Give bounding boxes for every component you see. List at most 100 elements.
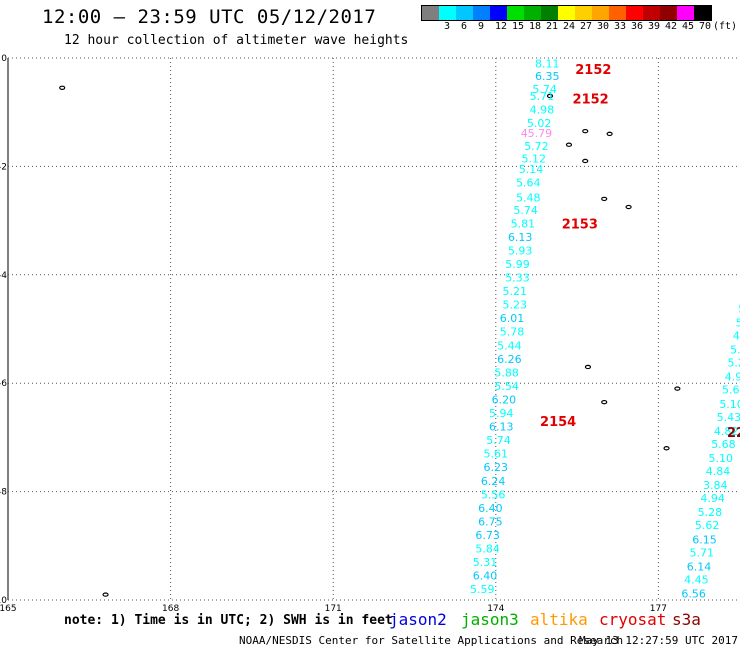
wave-height-value[interactable]: 5.14 [730, 344, 740, 357]
island-outline [674, 386, 681, 391]
satellite-label-s3a: s3a [672, 610, 701, 629]
wave-height-value[interactable]: 5.72 [524, 140, 549, 153]
wave-height-value[interactable]: 6.13 [508, 231, 533, 244]
lat-tick-label: -8 [0, 488, 7, 498]
chart-title: 12:00 — 23:59 UTC 05/12/2017 [42, 6, 377, 28]
wave-height-value[interactable]: 5.61 [484, 448, 509, 461]
legend-tick-label: 30 [597, 21, 610, 32]
lon-tick-label: 171 [325, 604, 342, 614]
legend-swatch [575, 6, 592, 20]
wave-height-value[interactable]: 4.82 [714, 425, 739, 438]
wave-height-value[interactable]: 5.12 [521, 152, 546, 165]
wave-height-value[interactable]: 5.14 [519, 163, 544, 176]
wave-height-value[interactable]: 6.20 [492, 393, 517, 406]
wave-height-value[interactable]: 5.84 [475, 543, 500, 556]
wave-height-value[interactable]: 5.81 [511, 217, 536, 230]
legend-swatch [541, 6, 558, 20]
wave-height-value[interactable]: 5.68 [738, 302, 740, 315]
wave-height-value[interactable]: 5.48 [516, 191, 541, 204]
wave-height-value[interactable]: 6.26 [497, 353, 522, 366]
wave-height-value[interactable]: 4.98 [530, 103, 555, 116]
legend-swatch [422, 6, 439, 20]
legend-tick-label: 21 [546, 21, 559, 32]
legend-swatch [473, 6, 490, 20]
footer-note: note: 1) Time is in UTC; 2) SWH is in fe… [64, 613, 393, 628]
satellite-label-altika: altika [530, 610, 588, 629]
legend-tick-label: 42 [665, 21, 678, 32]
wave-height-value[interactable]: 4.84 [706, 465, 731, 478]
wave-height-value[interactable]: 5.93 [508, 244, 533, 257]
wave-height-value[interactable]: 4.41 [733, 330, 740, 343]
legend-swatch [609, 6, 626, 20]
wave-height-value[interactable]: 4.91 [725, 371, 740, 384]
wave-height-value[interactable]: 6.24 [481, 475, 506, 488]
wave-height-value[interactable]: 6.73 [475, 529, 500, 542]
legend-tick-label: 9 [478, 21, 485, 32]
wave-height-value[interactable]: 5.69 [736, 316, 740, 329]
legend-tick-label: 15 [512, 21, 525, 32]
wave-height-value[interactable]: 5.78 [500, 326, 525, 339]
track-time-label: 2205 [727, 426, 740, 441]
wave-height-value[interactable]: 5.94 [489, 407, 514, 420]
wave-height-value[interactable]: 6.75 [478, 515, 503, 528]
legend-tick-label: 70 [699, 21, 712, 32]
island-outline [59, 85, 66, 91]
wave-height-value[interactable]: 6.56 [681, 587, 706, 600]
legend-swatch [626, 6, 643, 20]
wave-height-value[interactable]: 3.84 [703, 479, 728, 492]
wave-height-value[interactable]: 6.35 [535, 70, 560, 83]
lat-tick-label: -2 [0, 162, 7, 172]
wave-height-value[interactable]: 6.13 [489, 421, 514, 434]
wave-height-value[interactable]: 6.23 [484, 461, 509, 474]
wave-height-value[interactable]: 5.62 [695, 519, 720, 532]
wave-height-value[interactable]: 5.99 [505, 258, 530, 271]
wave-height-value[interactable]: 5.44 [497, 339, 522, 352]
wave-height-value[interactable]: 6.40 [473, 570, 498, 583]
wave-height-value[interactable]: 5.10 [708, 452, 733, 465]
wave-height-value[interactable]: 5.56 [481, 488, 506, 501]
legend-unit: (ft) [713, 21, 738, 32]
wave-height-value[interactable]: 5.02 [527, 117, 552, 130]
island-outline [546, 93, 554, 99]
legend-swatch [524, 6, 541, 20]
wave-height-value[interactable]: 5.71 [690, 546, 715, 559]
island-outline [102, 592, 109, 597]
wave-height-value[interactable]: 5.59 [470, 583, 495, 596]
wave-height-value[interactable]: 5.74 [513, 204, 538, 217]
wave-height-value[interactable]: 5.74 [486, 434, 511, 447]
lon-tick-label: 168 [162, 604, 179, 614]
wave-height-value[interactable]: 5.33 [505, 272, 530, 285]
track-time-label: 2154 [540, 415, 576, 430]
wave-height-value[interactable]: 5.21 [503, 285, 528, 298]
wave-height-value[interactable]: 4.45 [684, 573, 709, 586]
island-outline [584, 364, 592, 370]
wave-height-value[interactable]: 5.31 [473, 556, 498, 569]
island-outline [663, 446, 670, 451]
wave-height-value[interactable]: 5.23 [503, 299, 528, 312]
wave-height-value[interactable]: 5.88 [494, 366, 519, 379]
wave-height-value[interactable]: 5.68 [711, 438, 736, 451]
wave-height-value[interactable]: 5.64 [722, 384, 740, 397]
chart-subtitle: 12 hour collection of altimeter wave hei… [64, 33, 409, 48]
wave-height-value[interactable]: 5.28 [698, 506, 723, 519]
legend-swatch [677, 6, 694, 20]
lon-tick-label: 165 [0, 604, 17, 614]
wave-height-value[interactable]: 5.43 [717, 411, 740, 424]
legend-tick-label: 18 [529, 21, 542, 32]
wave-height-value[interactable]: 8.11 [535, 57, 560, 70]
wave-height-value[interactable]: 45.79 [521, 127, 553, 140]
legend-tick-label: 6 [461, 21, 468, 32]
wave-height-value[interactable]: 5.71 [530, 90, 555, 103]
wave-height-value[interactable]: 5.54 [494, 380, 519, 393]
wave-height-value[interactable]: 5.64 [516, 177, 541, 190]
wave-height-value[interactable]: 5.74 [532, 83, 557, 96]
wave-height-value[interactable]: 6.01 [500, 312, 525, 325]
wave-height-value[interactable]: 6.14 [687, 560, 712, 573]
wave-height-value[interactable]: 5.10 [719, 398, 740, 411]
lat-tick-label: -6 [0, 379, 7, 389]
wave-height-value[interactable]: 5.21 [727, 357, 740, 370]
wave-height-value[interactable]: 6.15 [692, 533, 717, 546]
wave-height-value[interactable]: 4.94 [700, 492, 725, 505]
wave-height-value[interactable]: 6.40 [478, 502, 503, 515]
